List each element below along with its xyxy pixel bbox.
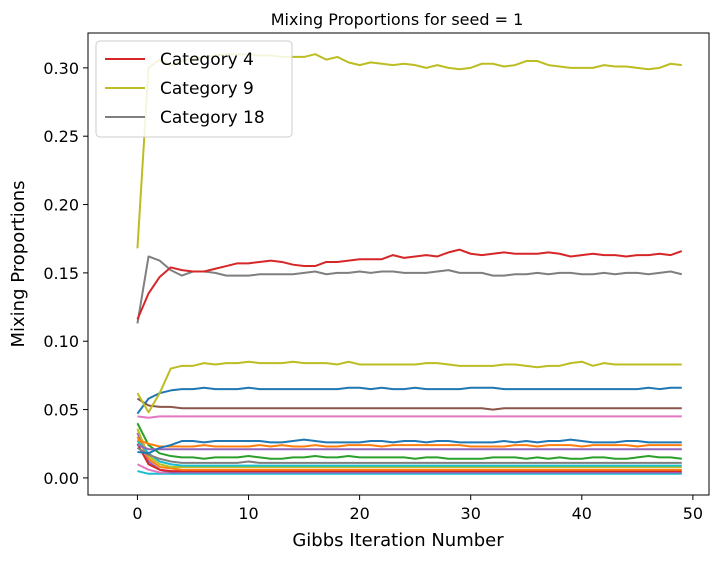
legend-label: Category 18 [160, 108, 265, 128]
y-tick-label: 0.20 [43, 196, 79, 215]
x-tick-label: 50 [683, 504, 703, 523]
series-line-unlabeled-6 [136, 397, 682, 411]
y-tick-label: 0.10 [43, 332, 79, 351]
legend: Category 4 Category 9 Category 18 [95, 40, 293, 138]
x-axis-ticks: 0 10 20 30 40 50 [132, 495, 703, 523]
y-tick-label: 0.30 [43, 59, 79, 78]
series-line-unlabeled-14 [136, 428, 682, 468]
series-line-unlabeled-16 [136, 443, 682, 473]
series-line-unlabeled-11 [136, 422, 682, 460]
x-tick-label: 30 [461, 504, 481, 523]
y-tick-label: 0.15 [43, 264, 79, 283]
y-tick-label: 0.25 [43, 127, 79, 146]
x-tick-label: 10 [238, 504, 258, 523]
x-tick-label: 40 [572, 504, 592, 523]
series-line-unlabeled-10 [137, 444, 682, 451]
x-axis-label: Gibbs Iteration Number [292, 530, 504, 551]
x-tick-label: 0 [132, 504, 142, 523]
series-layer [136, 53, 683, 475]
plot-frame [87, 32, 710, 496]
x-tick-label: 20 [349, 504, 369, 523]
series-line-category-18 [136, 255, 683, 324]
series-line-unlabeled-5 [136, 386, 682, 415]
series-line-unlabeled-15 [136, 436, 682, 471]
series-line-unlabeled-19 [137, 470, 682, 475]
series-line-unlabeled-7 [137, 415, 682, 419]
series-line-unlabeled-9 [137, 438, 682, 448]
y-axis-ticks: 0.00 0.05 0.10 0.15 0.20 0.25 0.30 [43, 59, 88, 488]
series-line-unlabeled-8 [137, 438, 682, 455]
y-axis-label: Mixing Proportions [8, 181, 29, 348]
legend-box [95, 40, 293, 138]
series-line-unlabeled-4 [136, 360, 682, 414]
legend-label: Category 4 [160, 50, 254, 70]
series-line-unlabeled-12 [136, 446, 682, 464]
series-line-unlabeled-17 [136, 432, 682, 474]
chart-title: Mixing Proportions for seed = 1 [271, 10, 524, 29]
legend-label: Category 9 [160, 79, 254, 99]
y-tick-label: 0.05 [43, 401, 79, 420]
y-tick-label: 0.00 [43, 469, 79, 488]
series-line-category-4 [136, 248, 683, 320]
series-line-unlabeled-13 [136, 440, 682, 467]
